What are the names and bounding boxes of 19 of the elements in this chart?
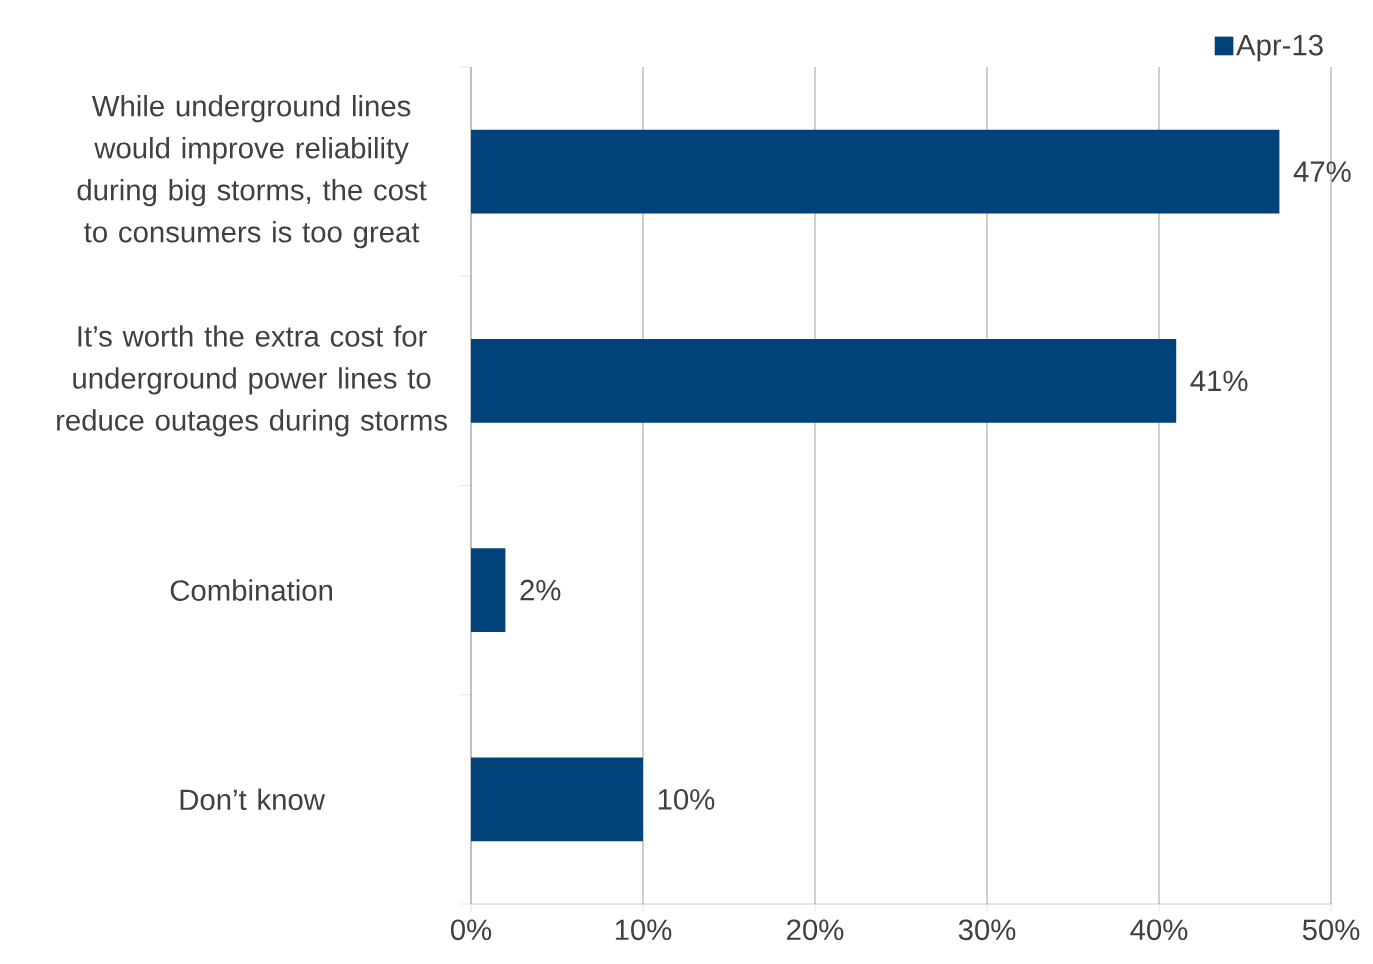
- data-label: 10%: [658, 788, 715, 810]
- x-tick-label: 20%: [787, 919, 844, 941]
- bar: [471, 129, 1280, 214]
- bar: [471, 757, 643, 842]
- y-tick-label: Combination: [170, 579, 333, 601]
- legend-label: Apr-13: [1236, 34, 1323, 62]
- x-tick-label: 30%: [958, 919, 1016, 941]
- x-tick-label: 10%: [615, 919, 672, 941]
- bar: [471, 548, 506, 632]
- y-tick-label: While underground lines would improve reliability during big storms, the cost to consumers is too great: [77, 94, 427, 249]
- y-tick-label: Don’t know: [180, 788, 326, 811]
- bar: [471, 339, 1177, 423]
- data-label: 41%: [1190, 370, 1248, 392]
- data-label: 47%: [1293, 161, 1351, 182]
- data-label: 2%: [520, 579, 561, 601]
- x-tick-label: 0%: [450, 919, 492, 941]
- y-tick-label: It’s worth the extra cost for underground power lines to reduce outages during storms: [57, 325, 447, 437]
- x-tick-label: 50%: [1302, 919, 1360, 941]
- x-tick-label: 40%: [1130, 919, 1188, 941]
